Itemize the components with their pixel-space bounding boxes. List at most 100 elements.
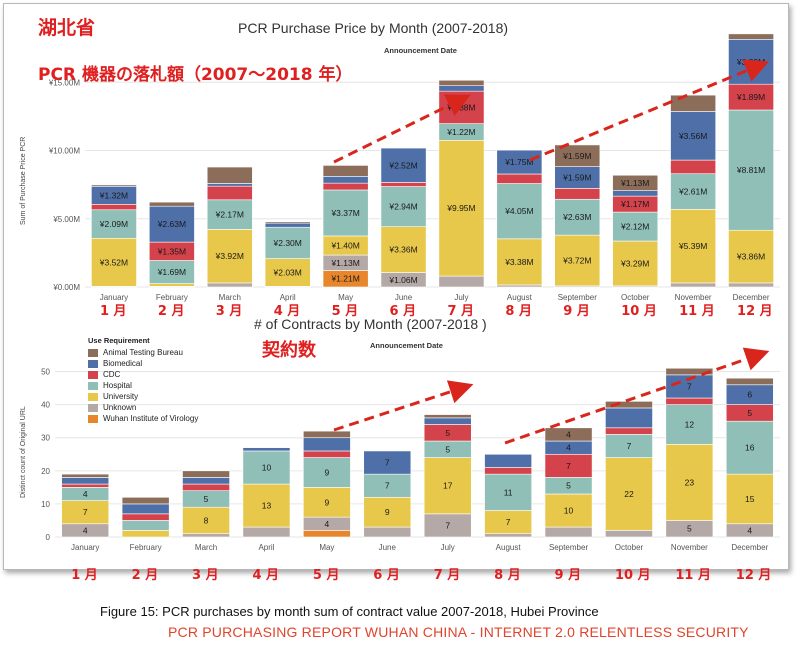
data-label: ¥1.75M: [504, 157, 533, 167]
x-tick-label: November: [675, 293, 712, 302]
bar-segment: [605, 427, 653, 435]
data-label: 7: [83, 507, 88, 517]
trend-arrow-2a: [333, 380, 474, 432]
data-label: ¥3.37M: [330, 208, 359, 218]
data-label: 8: [204, 515, 209, 525]
bar-segment: [264, 258, 311, 287]
bar-segment: [670, 159, 717, 175]
bar-segment: [612, 211, 659, 242]
bar-segment: [303, 457, 351, 488]
bar-segment: [423, 414, 472, 419]
data-label: 5: [445, 428, 450, 438]
data-label: 6: [747, 390, 752, 400]
bar-segment: [148, 201, 195, 207]
data-label: 23: [685, 477, 695, 487]
data-label: ¥3.92M: [215, 251, 244, 261]
bar-segment: [264, 222, 311, 228]
data-label: ¥2.63M: [157, 219, 186, 229]
bar-segment: [242, 526, 291, 538]
bar-segment: [665, 404, 714, 445]
legend-swatch: [88, 348, 98, 357]
data-label: ¥3.29M: [736, 57, 765, 67]
bar-segment: [605, 407, 653, 429]
jp-month-label: 4 月: [252, 568, 280, 583]
data-label: ¥3.72M: [562, 256, 591, 266]
legend-swatch: [88, 381, 98, 390]
data-label: ¥3.36M: [388, 245, 417, 255]
bar-segment: [380, 182, 427, 187]
data-label: 7: [506, 517, 511, 527]
legend-label: Wuhan Institute of Virology: [103, 414, 199, 423]
data-label: ¥8.81M: [736, 165, 765, 175]
x-tick-label: January: [71, 543, 99, 552]
chart2-title: # of Contracts by Month (2007-2018 ): [254, 316, 487, 332]
data-label: ¥3.52M: [99, 257, 128, 267]
trend-arrow-1b: [529, 59, 770, 162]
data-label: ¥1.59M: [562, 172, 591, 182]
y-tick-label: 0: [46, 533, 51, 542]
bar-segment: [303, 430, 351, 439]
jp-month-label: 4 月: [273, 304, 301, 319]
data-label: ¥3.56M: [678, 131, 707, 141]
legend-item: University: [88, 391, 198, 402]
data-label: 5: [747, 408, 752, 418]
x-tick-label: July: [454, 293, 468, 302]
data-label: 4: [566, 443, 571, 453]
data-label: ¥1.13M: [620, 178, 649, 188]
legend-swatch: [88, 359, 98, 368]
bar-segment: [484, 453, 532, 468]
data-label: 7: [687, 381, 692, 391]
chart2-subtitle: Announcement Date: [370, 341, 443, 350]
data-label: ¥3.29M: [620, 258, 649, 268]
bar-segment: [665, 367, 714, 376]
jp-month-label: 1 月: [99, 304, 127, 319]
x-tick-label: October: [621, 293, 650, 302]
trend-arrow-1a: [333, 94, 471, 164]
data-label: 9: [325, 467, 330, 477]
y-tick-label: ¥10.00M: [48, 147, 80, 156]
data-label: ¥3.38M: [504, 257, 533, 267]
chart2-plot: 0 10 20 30 40 50 4 7 4 January February 8 5 March 13 10…: [41, 368, 780, 552]
data-label: ¥2.12M: [620, 222, 649, 232]
bar-segment: [438, 139, 485, 277]
data-label: 9: [325, 497, 330, 507]
bar-segment: [554, 234, 601, 287]
data-label: ¥2.52M: [388, 160, 417, 170]
y-tick-label: 20: [41, 467, 50, 476]
x-tick-label: February: [130, 543, 162, 552]
jp-month-label: 8 月: [494, 568, 521, 583]
y-tick-label: 30: [41, 434, 50, 443]
bar-segment: [728, 229, 774, 284]
jp-month-label: 1 月: [71, 568, 98, 583]
bar-segment: [670, 94, 717, 112]
jp-month-label: 9 月: [563, 304, 590, 319]
legend-swatch: [88, 414, 98, 423]
bar-segment: [264, 226, 311, 259]
legend-item: Hospital: [88, 380, 198, 391]
data-label: 4: [83, 489, 88, 499]
data-label: 4: [747, 525, 752, 535]
bar-segment: [148, 205, 195, 243]
x-tick-label: December: [731, 543, 768, 552]
y-tick-label: 10: [41, 500, 50, 509]
bar-segment: [206, 185, 253, 201]
legend-label: University: [103, 392, 139, 401]
jp-month-label: 7 月: [447, 304, 475, 319]
jp-month-label: 6 月: [373, 568, 400, 583]
jp-month-label: 6 月: [389, 304, 417, 319]
bar-segment: [670, 173, 717, 210]
data-label: ¥2.94M: [388, 202, 417, 212]
x-tick-label: May: [319, 543, 334, 552]
data-label: ¥1.32M: [99, 190, 128, 200]
bar-segment: [728, 109, 774, 231]
bar-segment: [728, 33, 774, 40]
data-label: ¥1.59M: [562, 151, 591, 161]
bar-segment: [438, 85, 485, 92]
bar-segment: [182, 470, 230, 478]
legend-item: Biomedical: [88, 358, 198, 369]
y-tick-label: ¥15.00M: [48, 78, 80, 87]
data-label: 7: [445, 520, 450, 530]
bar-segment: [496, 183, 543, 240]
jp-month-label: 10 月: [621, 304, 657, 319]
legend: Use Requirement Animal Testing Bureau Bio…: [88, 336, 198, 424]
